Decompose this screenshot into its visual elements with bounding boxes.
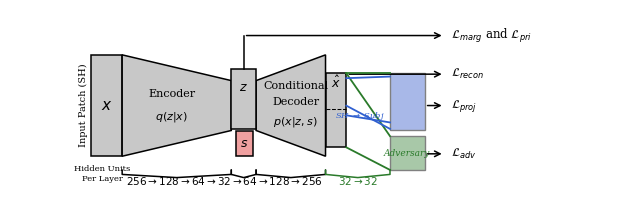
Bar bbox=[390, 73, 425, 130]
Text: $z$: $z$ bbox=[239, 81, 248, 94]
Text: Encoder: Encoder bbox=[148, 89, 195, 99]
Text: Hidden Units
Per Layer: Hidden Units Per Layer bbox=[74, 165, 131, 182]
Text: Adversary: Adversary bbox=[384, 149, 431, 158]
Bar bbox=[236, 131, 253, 156]
Text: $p(x|z,s)$: $p(x|z,s)$ bbox=[273, 115, 318, 129]
Polygon shape bbox=[122, 55, 231, 156]
Text: $256 \to 128 \to 64 \to 32 \to 64 \to 128 \to 256$: $256 \to 128 \to 64 \to 32 \to 64 \to 12… bbox=[125, 175, 322, 187]
Text: Conditional: Conditional bbox=[263, 81, 328, 91]
Bar bbox=[390, 136, 425, 170]
Text: $s$: $s$ bbox=[240, 137, 248, 150]
Text: $q(z|x)$: $q(z|x)$ bbox=[156, 110, 188, 124]
Bar bbox=[91, 55, 122, 156]
Text: $32 \to 32$: $32 \to 32$ bbox=[338, 175, 378, 187]
Text: $\hat{x}$: $\hat{x}$ bbox=[331, 75, 341, 91]
Text: SH $\to$ Subj: SH $\to$ Subj bbox=[335, 110, 385, 122]
Bar bbox=[326, 73, 346, 147]
Text: $x$: $x$ bbox=[100, 99, 112, 112]
Text: Decoder: Decoder bbox=[272, 97, 319, 107]
Bar bbox=[231, 69, 256, 129]
Text: $\mathcal{L}_{marg}$ and $\mathcal{L}_{pri}$: $\mathcal{L}_{marg}$ and $\mathcal{L}_{p… bbox=[451, 27, 532, 45]
Text: $\mathcal{L}_{adv}$: $\mathcal{L}_{adv}$ bbox=[451, 147, 477, 161]
Text: Input Patch (SH): Input Patch (SH) bbox=[79, 64, 88, 147]
Text: $\mathcal{L}_{proj}$: $\mathcal{L}_{proj}$ bbox=[451, 98, 477, 113]
Text: $\mathcal{L}_{recon}$: $\mathcal{L}_{recon}$ bbox=[451, 67, 484, 81]
Polygon shape bbox=[256, 55, 326, 156]
